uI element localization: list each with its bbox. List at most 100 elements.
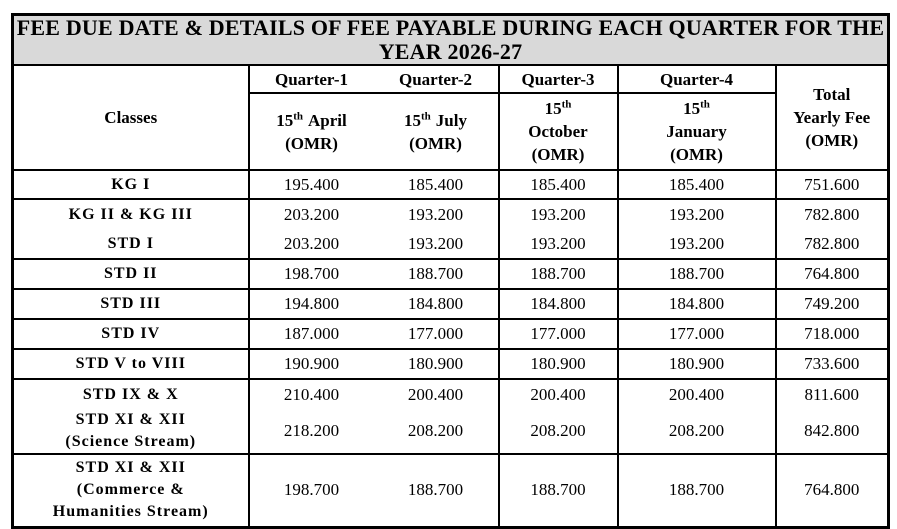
ordinal-suffix: th [700,98,710,111]
fee-cell-q4: 185.400 [616,169,777,200]
class-name: STD V to VIII [75,355,186,372]
header-row-due-dates: 15th April (OMR) 15th July (OMR) 15th Octo… [13,92,889,171]
due-month: October [528,122,588,141]
due-date-q1-line: 15th April [252,109,372,132]
due-date-q4-line: 15th [621,97,773,120]
header-quarter-2: Quarter-2 [373,64,500,94]
total-label-line-3: (OMR) [805,131,859,150]
header-quarter-3: Quarter-3 [497,64,619,94]
fee-cell-q4: 180.900 [616,348,777,380]
class-name: STD II [103,265,158,282]
fee-cell-q4: 177.000 [616,318,777,350]
fee-cell-q1: 195.400 [247,169,374,200]
class-name-line-2: (Science Stream) [65,433,197,450]
ordinal-suffix: th [561,98,572,111]
fee-cell-total: 782.800 [774,229,890,260]
class-name: KG II & KG III [68,205,193,223]
class-name-cell: STD V to VIII [11,348,250,380]
header-due-date-q1: 15th April (OMR) [247,92,374,171]
fee-cell-q2: 185.400 [373,169,500,200]
fee-cell-q4: 184.800 [616,288,777,320]
header-row-quarters: Classes Quarter-1 Quarter-2 Quarter-3 Qu… [11,64,890,171]
class-name-cell: STD IX & X [11,378,250,409]
class-name-line-1: STD XI & XII [75,459,186,477]
title-line-2: YEAR 2026-27 [378,39,523,64]
table-row-std1: STD I 203.200 193.200 193.200 193.200 78… [11,229,890,260]
fee-cell-q3: 193.200 [497,229,619,260]
class-name-cell: STD IV [11,318,250,350]
fee-cell-total: 764.800 [774,258,890,290]
due-month: January [666,122,727,141]
fee-cell-q1: 198.700 [247,453,374,528]
fee-cell-q2: 188.700 [373,258,500,290]
fee-cell-q1: 198.700 [247,258,374,290]
table-row-std11-12-commerce: STD XI & XII (Commerce & Humanities Stre… [11,453,890,528]
due-day: 15 [544,99,562,118]
fee-cell-q4: 188.700 [616,258,777,290]
header-due-date-q4: 15th January (OMR) [616,92,777,171]
fee-cell-q2: 184.800 [373,288,500,320]
header-due-date-q2: 15th July (OMR) [373,92,500,171]
header-total-yearly-fee: Total Yearly Fee (OMR) [774,64,890,171]
table-row-std5-8: STD V to VIII 190.900 180.900 180.900 18… [11,348,890,380]
header-quarter-4: Quarter-4 [616,64,777,94]
currency-unit: (OMR) [670,145,723,164]
table-row-kg2-kg3: KG II & KG III 203.200 193.200 193.200 1… [11,198,890,229]
fee-cell-total: 764.800 [774,453,890,528]
header-due-date-q3: 15th October (OMR) [497,92,619,171]
class-name-cell: KG II & KG III [11,198,250,229]
fee-cell-q3: 188.700 [497,258,619,290]
due-date-q2-line: 15th July [376,109,496,132]
table-row-std11-12-science: STD XI & XII (Science Stream) 218.200 20… [11,409,890,455]
currency-unit: (OMR) [409,133,462,153]
title-row: FEE DUE DATE & DETAILS OF FEE PAYABLE DU… [11,13,890,66]
fee-cell-q2: 193.200 [373,229,500,260]
due-date-q3-line: 15th [502,97,615,120]
title-line-1: FEE DUE DATE & DETAILS OF FEE PAYABLE DU… [16,15,885,40]
fee-cell-q4: 193.200 [616,229,777,260]
fee-cell-q1: 210.400 [247,378,374,409]
fee-cell-q4: 200.400 [616,378,777,409]
fee-cell-q2: 208.200 [373,409,500,455]
table-row-std4: STD IV 187.000 177.000 177.000 177.000 7… [11,318,890,350]
fee-cell-q3: 177.000 [497,318,619,350]
class-name: STD IV [101,325,161,342]
due-month: April [308,110,347,130]
table-row-std9-10: STD IX & X 210.400 200.400 200.400 200.4… [11,378,890,409]
class-name-line-2: (Commerce & [76,481,185,499]
due-day: 15 [683,99,701,118]
fee-cell-q3: 208.200 [497,409,619,455]
table-row-std3: STD III 194.800 184.800 184.800 184.800 … [11,288,890,320]
total-label-line-2: Yearly Fee [793,108,871,127]
fee-cell-q3: 200.400 [497,378,619,409]
due-day: 15 [276,110,294,130]
fee-cell-q1: 203.200 [247,198,374,229]
fee-cell-total: 749.200 [774,288,890,320]
fee-cell-q1: 203.200 [247,229,374,260]
fee-cell-q4: 193.200 [616,198,777,229]
table-row-std2: STD II 198.700 188.700 188.700 188.700 7… [11,258,890,290]
fee-cell-q3: 193.200 [497,198,619,229]
ordinal-suffix: th [293,109,304,122]
fee-cell-total: 811.600 [774,378,890,409]
class-name: STD IX & X [82,385,179,403]
class-name: STD I [107,234,154,252]
fee-cell-q3: 185.400 [497,169,619,200]
class-name-line-3: Humanities Stream) [52,503,209,521]
fee-cell-q3: 184.800 [497,288,619,320]
fee-cell-total: 842.800 [774,409,890,455]
fee-cell-total: 733.600 [774,348,890,380]
total-label-line-1: Total [813,85,851,104]
fee-cell-q2: 193.200 [373,198,500,229]
due-month: July [435,110,467,130]
fee-table: FEE DUE DATE & DETAILS OF FEE PAYABLE DU… [11,13,891,529]
fee-cell-q3: 180.900 [497,348,619,380]
class-name: KG I [111,175,151,193]
due-day: 15 [404,110,422,130]
currency-unit: (OMR) [285,133,338,153]
class-name-cell: STD XI & XII (Science Stream) [11,409,250,455]
class-name: STD III [100,295,162,312]
fee-cell-q2: 200.400 [373,378,500,409]
class-name-cell: STD II [11,258,250,290]
class-name-cell: STD III [11,288,250,320]
